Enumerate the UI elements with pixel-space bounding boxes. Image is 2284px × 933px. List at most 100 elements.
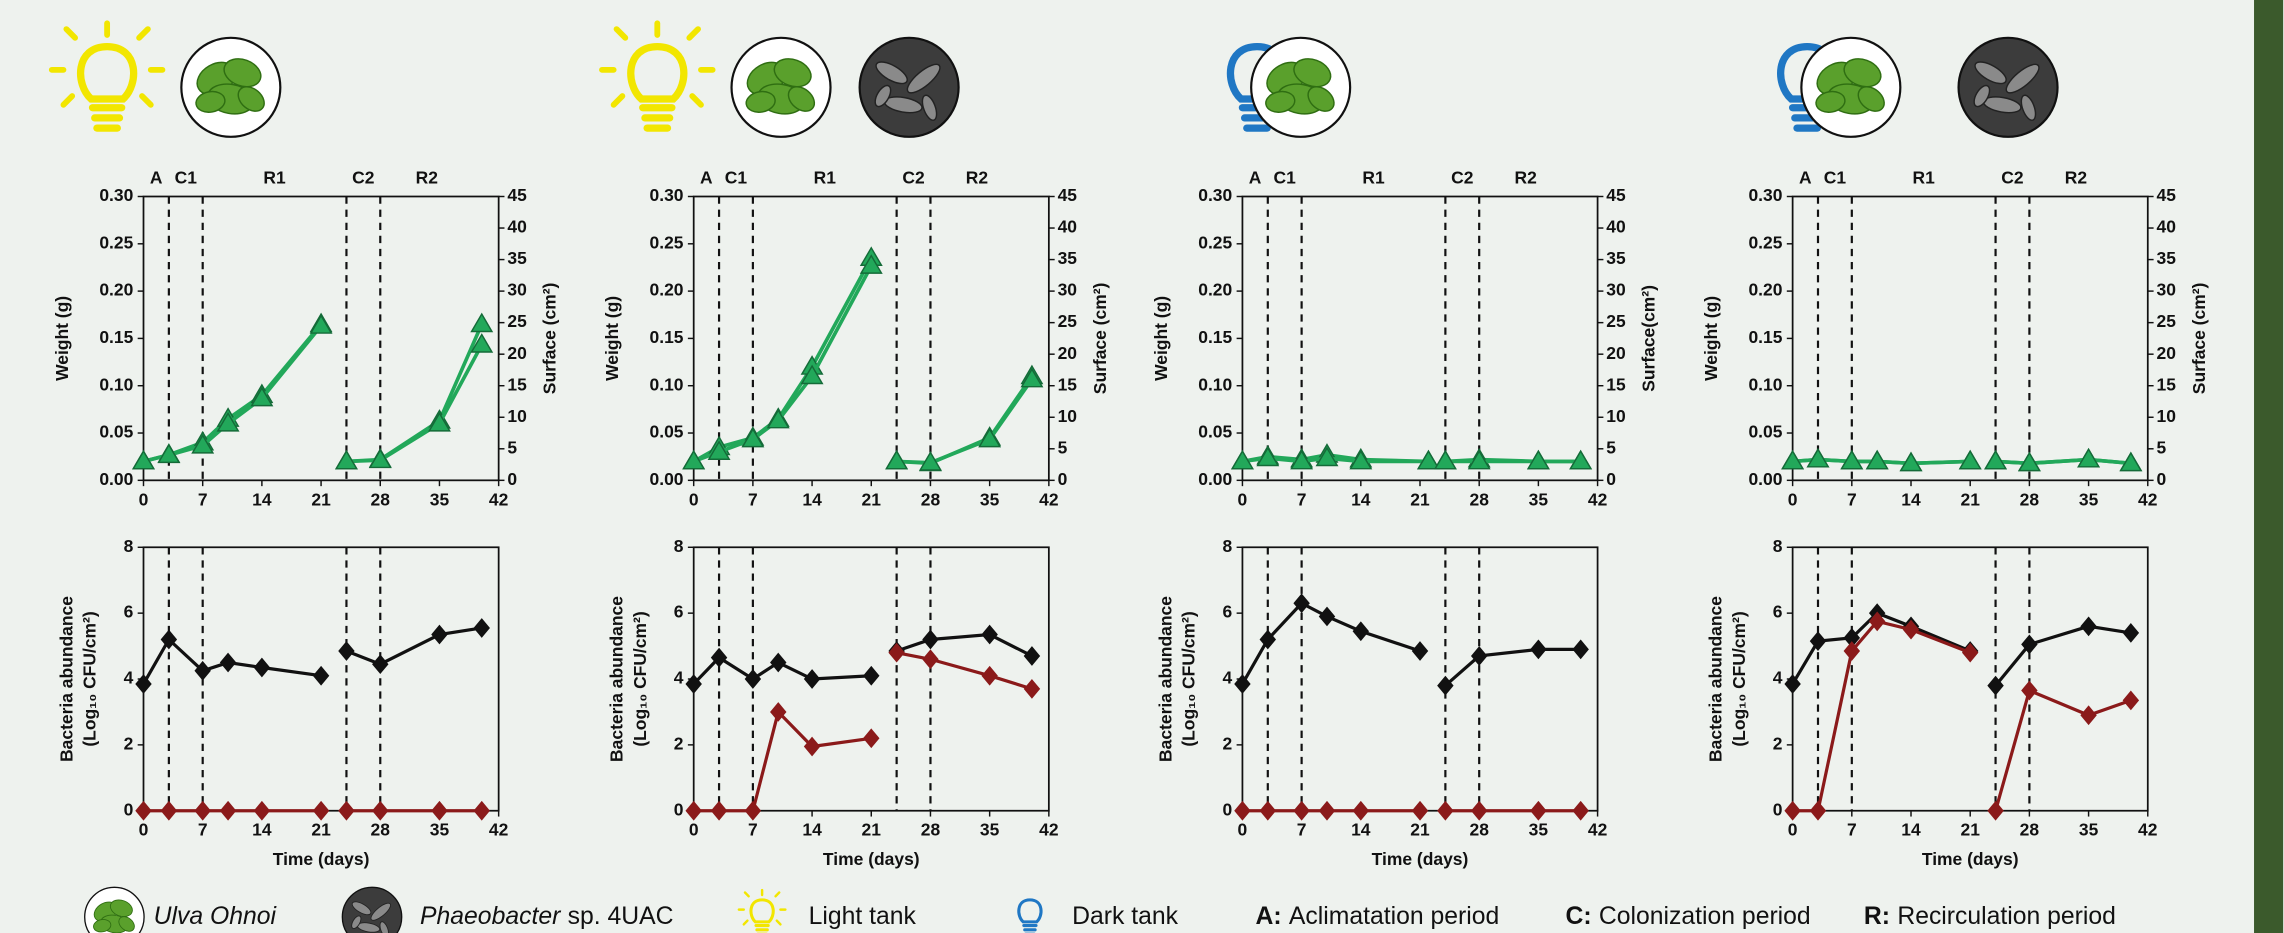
x-tick-label: 35 <box>980 820 1000 840</box>
x-tick-label: 42 <box>489 489 508 509</box>
y-tick-label: 2 <box>1223 733 1233 753</box>
y2-tick-label: 15 <box>507 374 527 394</box>
y2-tick-label: 5 <box>1058 437 1068 457</box>
y2-tick-label: 25 <box>2157 311 2177 331</box>
period-label: C1 <box>175 168 198 188</box>
y2-tick-label: 15 <box>1058 374 1078 394</box>
y-tick-label: 0.15 <box>1748 327 1782 347</box>
y-tick-label: 0.15 <box>650 327 684 347</box>
x-tick-label: 0 <box>1238 489 1248 509</box>
y-axis-label: (Log₁₀ CFU/cm²) <box>1729 611 1749 746</box>
y2-tick-label: 30 <box>1606 280 1625 300</box>
y-tick-label: 2 <box>1773 733 1783 753</box>
y-tick-label: 0.05 <box>650 422 684 442</box>
y-tick-label: 0.05 <box>1748 422 1782 442</box>
x-tick-label: 14 <box>1901 820 1921 840</box>
period-label: R2 <box>2065 168 2087 188</box>
x-tick-label: 14 <box>1901 489 1921 509</box>
legend-entry: C:Colonization period <box>1566 903 1811 930</box>
ulva-icon <box>732 38 831 137</box>
x-tick-label: 14 <box>1351 489 1371 509</box>
period-label: R1 <box>1362 168 1385 188</box>
y-axis-label: Weight (g) <box>1151 296 1171 381</box>
y2-tick-label: 30 <box>1058 280 1077 300</box>
y2-tick-label: 5 <box>2157 437 2167 457</box>
y2-tick-label: 20 <box>1606 343 1625 363</box>
x-tick-label: 14 <box>1351 820 1371 840</box>
period-label: C1 <box>1824 168 1847 188</box>
x-tick-label: 0 <box>689 820 699 840</box>
y-tick-label: 0.20 <box>99 280 133 300</box>
y-tick-label: 8 <box>674 536 684 556</box>
legend-text: sp. 4UAC <box>568 903 674 930</box>
y-tick-label: 4 <box>674 668 684 688</box>
y-tick-label: 8 <box>1223 536 1233 556</box>
period-label: C2 <box>1451 168 1473 188</box>
y2-tick-label: 10 <box>1058 406 1077 426</box>
legend-text: Light tank <box>809 903 917 930</box>
x-tick-label: 0 <box>1238 820 1248 840</box>
y2-tick-label: 25 <box>1058 311 1078 331</box>
y-tick-label: 4 <box>1773 668 1783 688</box>
x-tick-label: 28 <box>2020 489 2040 509</box>
y-tick-label: 0.15 <box>99 327 133 347</box>
period-label: R2 <box>1515 168 1537 188</box>
x-tick-label: 42 <box>489 820 508 840</box>
y-tick-label: 6 <box>124 602 134 622</box>
y-axis-label: (Log₁₀ CFU/cm²) <box>80 611 100 746</box>
period-label: R2 <box>416 168 438 188</box>
x-tick-label: 35 <box>1529 820 1549 840</box>
y2-tick-label: 5 <box>507 437 517 457</box>
y-tick-label: 0.20 <box>1748 280 1782 300</box>
x-tick-label: 35 <box>430 820 450 840</box>
x-tick-label: 21 <box>1960 820 1980 840</box>
y-tick-label: 0.30 <box>99 185 133 205</box>
y2-tick-label: 0 <box>507 469 517 489</box>
legend-key: Phaeobacter <box>420 903 562 930</box>
y-tick-label: 4 <box>124 668 134 688</box>
x-tick-label: 0 <box>689 489 699 509</box>
x-tick-label: 7 <box>748 489 758 509</box>
x-tick-label: 21 <box>311 820 331 840</box>
x-tick-label: 35 <box>980 489 1000 509</box>
y2-tick-label: 5 <box>1606 437 1616 457</box>
period-label: R2 <box>966 168 988 188</box>
period-label: C1 <box>725 168 748 188</box>
y2-tick-label: 25 <box>1606 311 1626 331</box>
y2-tick-label: 35 <box>1058 248 1078 268</box>
y-axis-label: Weight (g) <box>1701 296 1721 381</box>
y-tick-label: 0.30 <box>1198 185 1232 205</box>
y-tick-label: 0.20 <box>650 280 684 300</box>
legend-text: Recirculation period <box>1897 903 2116 930</box>
sem-icon <box>1959 38 2058 137</box>
y-axis-label: Bacteria abundance <box>607 596 627 762</box>
period-label: C2 <box>2001 168 2023 188</box>
legend-text: Aclimatation period <box>1289 903 1499 930</box>
y-tick-label: 0.15 <box>1198 327 1232 347</box>
y2-tick-label: 45 <box>1606 185 1626 205</box>
legend-entry: A:Aclimatation period <box>1256 903 1500 930</box>
y2-tick-label: 10 <box>507 406 526 426</box>
x-tick-label: 14 <box>252 489 272 509</box>
x-tick-label: 21 <box>862 820 882 840</box>
x-axis-label: Time (days) <box>1922 849 2019 869</box>
legend-entry: Phaeobactersp. 4UAC <box>420 903 673 930</box>
y2-tick-label: 45 <box>1058 185 1078 205</box>
y-tick-label: 6 <box>1223 602 1233 622</box>
period-label: C2 <box>902 168 924 188</box>
period-label: R1 <box>814 168 837 188</box>
y-tick-label: 0.10 <box>650 374 684 394</box>
y2-tick-label: 45 <box>2157 185 2177 205</box>
y2-tick-label: 30 <box>2157 280 2176 300</box>
y-tick-label: 0.00 <box>650 469 684 489</box>
y2-axis-label: Surface(cm²) <box>1639 285 1659 392</box>
x-tick-label: 42 <box>1588 489 1607 509</box>
period-label: C2 <box>352 168 374 188</box>
x-axis-label: Time (days) <box>1372 849 1469 869</box>
legend-entry: Light tank <box>809 903 917 930</box>
y-tick-label: 0.05 <box>1198 422 1232 442</box>
legend-entry: R:Recirculation period <box>1864 903 2116 930</box>
x-tick-label: 28 <box>371 489 391 509</box>
x-tick-label: 0 <box>139 489 149 509</box>
y-tick-label: 0.00 <box>1198 469 1232 489</box>
